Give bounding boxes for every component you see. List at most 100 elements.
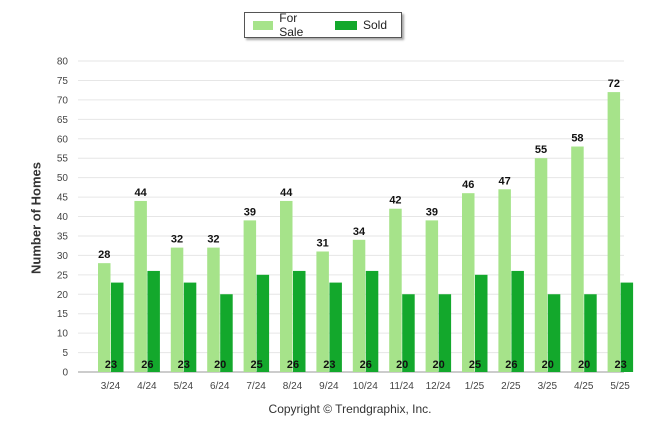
legend-label-for-sale: For Sale bbox=[279, 11, 304, 39]
y-tick-label: 40 bbox=[57, 212, 69, 223]
bar-for-sale bbox=[207, 247, 220, 372]
data-label-sold: 20 bbox=[396, 359, 408, 371]
data-label-sold: 20 bbox=[578, 359, 590, 371]
bar-for-sale bbox=[607, 92, 621, 372]
x-tick-label: 3/24 bbox=[101, 381, 121, 392]
data-label-for-sale: 42 bbox=[389, 195, 401, 207]
x-tick-label: 11/24 bbox=[390, 381, 415, 392]
x-tick-label: 2/25 bbox=[501, 381, 521, 392]
bar-sold bbox=[475, 274, 488, 372]
data-label-for-sale: 32 bbox=[207, 234, 219, 246]
data-label-for-sale: 32 bbox=[171, 234, 183, 246]
data-label-sold: 26 bbox=[141, 359, 153, 371]
x-tick-label: 4/24 bbox=[137, 381, 157, 392]
data-label-sold: 23 bbox=[614, 359, 626, 371]
data-label-for-sale: 72 bbox=[608, 78, 620, 90]
x-tick-label: 1/25 bbox=[465, 381, 485, 392]
data-label-sold: 26 bbox=[360, 359, 372, 371]
data-label-for-sale: 31 bbox=[317, 237, 329, 249]
bar-for-sale bbox=[352, 239, 366, 372]
bar-for-sale bbox=[243, 220, 257, 372]
copyright-text: Copyright © Trendgraphix, Inc. bbox=[268, 402, 432, 416]
bar-for-sale bbox=[134, 200, 147, 372]
bar-sold bbox=[584, 294, 597, 372]
data-label-sold: 25 bbox=[469, 359, 481, 371]
data-label-sold: 23 bbox=[178, 359, 190, 371]
bar-for-sale bbox=[462, 193, 475, 372]
bar-sold bbox=[256, 274, 270, 372]
bar-sold bbox=[365, 270, 379, 372]
data-label-sold: 26 bbox=[505, 359, 517, 371]
y-tick-label: 55 bbox=[57, 154, 69, 165]
y-tick-label: 0 bbox=[62, 368, 68, 379]
bar-sold bbox=[293, 270, 306, 372]
bar-for-sale bbox=[534, 158, 548, 372]
y-tick-label: 75 bbox=[57, 76, 69, 87]
y-tick-label: 80 bbox=[57, 57, 69, 68]
legend-item-for-sale: For Sale bbox=[253, 11, 321, 39]
y-tick-label: 65 bbox=[57, 115, 69, 126]
x-tick-label: 9/24 bbox=[319, 381, 339, 392]
bar-for-sale bbox=[389, 208, 402, 372]
legend-swatch-for-sale bbox=[253, 20, 274, 30]
x-tick-label: 3/25 bbox=[538, 381, 558, 392]
x-tick-label: 12/24 bbox=[426, 381, 451, 392]
y-tick-label: 50 bbox=[57, 173, 69, 184]
x-tick-label: 8/24 bbox=[283, 381, 303, 392]
y-tick-label: 20 bbox=[57, 290, 69, 301]
data-label-for-sale: 28 bbox=[98, 249, 110, 261]
legend-item-sold: Sold bbox=[334, 18, 387, 32]
bar-sold bbox=[329, 282, 342, 372]
bar-for-sale bbox=[498, 189, 511, 372]
x-tick-label: 6/24 bbox=[210, 381, 230, 392]
bar-sold bbox=[147, 270, 160, 372]
data-label-for-sale: 39 bbox=[244, 206, 256, 218]
data-label-for-sale: 34 bbox=[353, 226, 366, 238]
x-tick-label: 5/25 bbox=[610, 381, 630, 392]
y-tick-label: 10 bbox=[57, 329, 69, 340]
bar-for-sale bbox=[98, 263, 111, 372]
bar-for-sale bbox=[571, 146, 584, 372]
bar-sold bbox=[438, 294, 452, 372]
bar-sold bbox=[511, 270, 524, 372]
y-tick-label: 5 bbox=[62, 348, 68, 359]
bar-sold bbox=[402, 294, 415, 372]
bar-for-sale bbox=[280, 200, 293, 372]
x-tick-label: 4/25 bbox=[574, 381, 594, 392]
y-tick-label: 70 bbox=[57, 95, 69, 106]
data-label-sold: 20 bbox=[432, 359, 444, 371]
y-tick-label: 30 bbox=[57, 251, 69, 262]
data-label-sold: 25 bbox=[250, 359, 262, 371]
data-label-for-sale: 55 bbox=[535, 144, 547, 156]
data-label-sold: 23 bbox=[105, 359, 117, 371]
data-label-for-sale: 44 bbox=[280, 187, 293, 199]
bar-sold bbox=[547, 294, 561, 372]
bar-sold bbox=[620, 282, 634, 372]
data-label-sold: 20 bbox=[214, 359, 226, 371]
x-tick-label: 7/24 bbox=[246, 381, 266, 392]
x-tick-label: 5/24 bbox=[174, 381, 194, 392]
bar-for-sale bbox=[170, 247, 184, 372]
data-label-for-sale: 47 bbox=[499, 175, 511, 187]
data-label-for-sale: 39 bbox=[426, 206, 438, 218]
bar-for-sale bbox=[425, 220, 439, 372]
y-tick-label: 45 bbox=[57, 193, 69, 204]
data-label-for-sale: 46 bbox=[462, 179, 474, 191]
y-tick-label: 60 bbox=[57, 134, 69, 145]
data-label-sold: 20 bbox=[542, 359, 554, 371]
x-tick-label: 10/24 bbox=[353, 381, 378, 392]
data-label-for-sale: 58 bbox=[571, 133, 583, 145]
legend-swatch-sold bbox=[334, 20, 357, 30]
y-tick-label: 25 bbox=[57, 270, 69, 281]
bar-sold bbox=[183, 282, 197, 372]
y-tick-label: 15 bbox=[57, 309, 69, 320]
data-label-sold: 26 bbox=[287, 359, 299, 371]
bar-sold bbox=[111, 282, 124, 372]
bar-sold bbox=[220, 294, 233, 372]
data-label-sold: 23 bbox=[323, 359, 335, 371]
y-tick-label: 35 bbox=[57, 231, 69, 242]
data-label-for-sale: 44 bbox=[135, 187, 148, 199]
chart-legend: For Sale Sold bbox=[244, 11, 402, 39]
bar-for-sale bbox=[316, 251, 329, 372]
